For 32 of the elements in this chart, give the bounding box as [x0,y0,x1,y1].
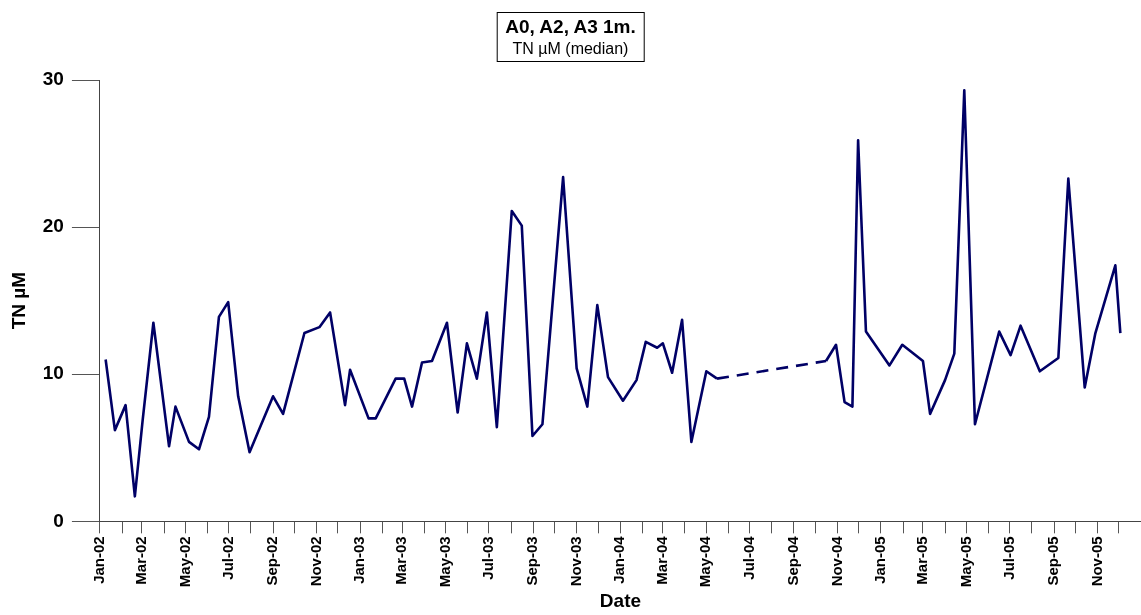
y-tick-label: 10 [42,362,64,384]
x-tick-label: Nov-02 [306,536,324,587]
x-tick-label: Sep-02 [263,536,281,586]
y-tick-label: 20 [42,215,64,237]
x-axis-title: Date [599,589,642,611]
x-tick-label: May-05 [956,536,974,588]
x-tick-label: May-02 [175,536,193,588]
x-tick-label: Mar-02 [132,536,150,585]
x-tick-label: Nov-04 [827,535,845,587]
chart-subtitle: TN µM (median) [511,40,630,58]
x-tick-label: Jan-05 [871,536,889,584]
x-tick-label: Sep-03 [523,536,541,586]
x-tick-label: Nov-03 [566,536,584,587]
chart-title: A0, A2, A3 1m. [505,16,636,38]
x-tick-label: Jan-02 [90,536,108,584]
x-tick-label: Jul-03 [479,536,497,580]
x-tick-label: Jan-04 [610,535,628,584]
x-tick-label: May-04 [696,535,714,588]
x-tick-label: Jan-03 [350,536,368,584]
x-tick-label: Sep-05 [1044,536,1062,586]
x-tick-label: Jul-02 [219,536,237,580]
x-tick-label: Mar-03 [392,536,410,585]
x-tick-label: May-03 [435,536,453,588]
x-tick-label: Jul-04 [739,535,757,580]
x-tick-label: Mar-04 [653,535,671,585]
x-tick-label: Sep-04 [784,535,802,586]
y-axis-title: TN µM [7,271,29,330]
y-tick-label: 30 [42,68,64,90]
x-tick-label: Mar-05 [913,536,931,585]
x-tick-label: Nov-05 [1087,536,1105,587]
x-tick-label: Jul-05 [1000,536,1018,580]
y-tick-label: 0 [53,509,64,531]
